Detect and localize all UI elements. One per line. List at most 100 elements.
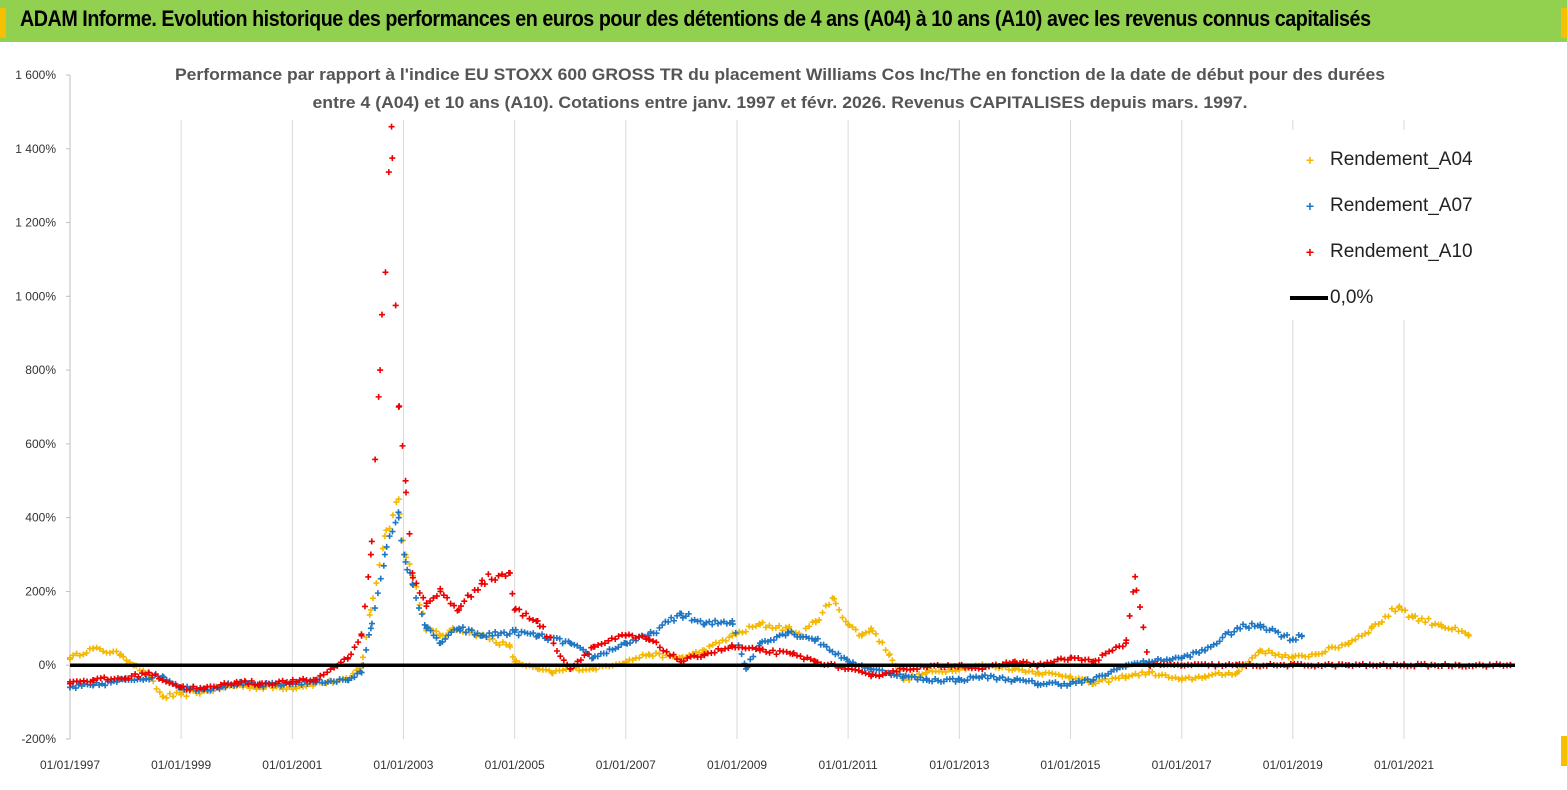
point-a10 — [1133, 587, 1140, 594]
point-a04 — [802, 625, 809, 632]
point-a10 — [1085, 656, 1092, 663]
point-a04 — [812, 617, 819, 624]
point-a04 — [1349, 637, 1356, 644]
point-a04 — [506, 643, 513, 650]
point-a04 — [882, 647, 889, 654]
point-a07 — [442, 635, 449, 642]
point-a10 — [156, 675, 163, 682]
point-a07 — [1058, 682, 1065, 689]
point-a10 — [367, 551, 374, 558]
point-a10 — [444, 594, 451, 601]
x-tick-label: 01/01/2007 — [596, 758, 656, 772]
point-a10 — [789, 651, 796, 658]
point-a10 — [807, 656, 814, 663]
legend-marker-a04: + — [1305, 152, 1315, 168]
point-a10 — [461, 598, 468, 605]
point-a10 — [138, 670, 145, 677]
point-a10 — [701, 651, 708, 658]
y-tick-label: 1 400% — [15, 142, 56, 156]
point-a04 — [113, 648, 120, 655]
point-a04 — [433, 628, 440, 635]
point-a04 — [1282, 651, 1289, 658]
point-a04 — [1362, 630, 1369, 637]
point-a04 — [70, 652, 77, 659]
point-a10 — [447, 600, 454, 607]
point-a10 — [1143, 649, 1150, 656]
point-a07 — [770, 637, 777, 644]
point-a04 — [1365, 629, 1372, 636]
point-a04 — [253, 686, 260, 693]
y-tick-label: 600% — [25, 437, 56, 451]
point-a10 — [725, 645, 732, 652]
point-a04 — [1034, 669, 1041, 676]
x-tick-label: 01/01/2005 — [485, 758, 545, 772]
point-a07 — [964, 677, 971, 684]
point-a10 — [499, 571, 506, 578]
point-a04 — [739, 629, 746, 636]
page-title: ADAM Informe. Evolution historique des p… — [20, 6, 1371, 31]
point-a04 — [1396, 603, 1403, 610]
point-a04 — [772, 625, 779, 632]
point-a10 — [523, 610, 530, 617]
point-a04 — [736, 628, 743, 635]
point-a04 — [1445, 625, 1452, 632]
point-a04 — [1410, 614, 1417, 621]
point-a07 — [622, 640, 629, 647]
point-a07 — [479, 632, 486, 639]
point-a10 — [862, 670, 869, 677]
point-a10 — [272, 680, 279, 687]
point-a10 — [67, 678, 73, 685]
point-a07 — [970, 674, 977, 681]
point-a10 — [697, 654, 704, 661]
point-a04 — [1195, 673, 1202, 680]
point-a04 — [496, 641, 503, 648]
point-a07 — [322, 679, 329, 686]
point-a10 — [800, 656, 807, 663]
point-a04 — [1185, 674, 1192, 681]
point-a04 — [879, 639, 886, 646]
point-a07 — [900, 673, 907, 680]
x-tick-label: 01/01/2021 — [1374, 758, 1434, 772]
point-a10 — [763, 648, 770, 655]
point-a04 — [831, 595, 838, 602]
point-a04 — [493, 639, 500, 646]
point-a10 — [684, 655, 691, 662]
point-a10 — [615, 633, 622, 640]
point-a04 — [839, 614, 846, 621]
point-a04 — [639, 651, 646, 658]
point-a10 — [248, 677, 255, 684]
point-a04 — [1322, 648, 1329, 655]
point-a10 — [132, 671, 139, 678]
point-a07 — [1201, 647, 1208, 654]
point-a10 — [645, 636, 652, 643]
point-a10 — [1099, 652, 1106, 659]
point-a04 — [106, 649, 113, 656]
point-a10 — [595, 641, 602, 648]
point-a10 — [1067, 654, 1074, 661]
point-a04 — [806, 623, 813, 630]
legend-item-zero: 0,0% — [1290, 283, 1373, 313]
point-a10 — [303, 677, 310, 684]
point-a07 — [1275, 629, 1282, 636]
point-a04 — [370, 595, 377, 602]
point-a07 — [697, 617, 704, 624]
point-a07 — [665, 618, 672, 625]
legend-label-a04: Rendement_A04 — [1330, 149, 1473, 170]
x-tick-label: 01/01/2009 — [707, 758, 767, 772]
point-a07 — [415, 605, 422, 612]
y-tick-label: 200% — [25, 584, 56, 598]
point-a10 — [269, 682, 276, 689]
point-a07 — [949, 675, 956, 682]
point-a04 — [559, 667, 566, 674]
point-a04 — [1234, 669, 1241, 676]
point-a07 — [392, 519, 399, 526]
point-a04 — [389, 512, 396, 519]
point-a10 — [886, 670, 893, 677]
point-a04 — [395, 496, 402, 503]
point-a10 — [378, 311, 385, 318]
point-a04 — [89, 645, 96, 652]
point-a10 — [312, 676, 319, 683]
point-a10 — [77, 678, 84, 685]
point-a10 — [876, 673, 883, 680]
point-a04 — [1305, 653, 1312, 660]
